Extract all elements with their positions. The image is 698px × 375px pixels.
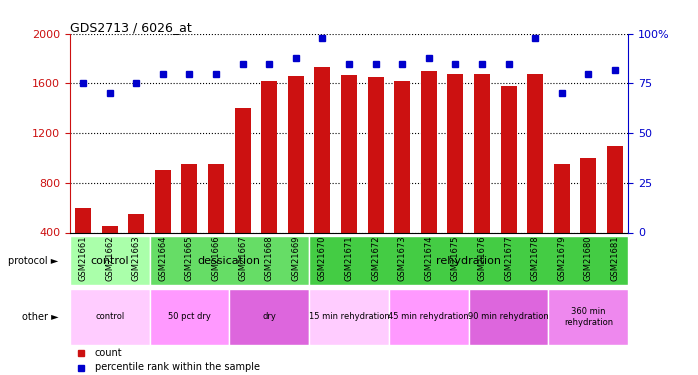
Bar: [549, 289, 628, 345]
Bar: [149, 289, 230, 345]
Bar: [309, 236, 628, 285]
Text: GSM21663: GSM21663: [132, 236, 141, 281]
Bar: [421, 71, 437, 282]
Bar: [474, 74, 490, 282]
Bar: [389, 289, 468, 345]
Text: GSM21661: GSM21661: [79, 236, 87, 281]
Bar: [394, 81, 410, 282]
Bar: [155, 170, 171, 282]
Bar: [208, 164, 224, 282]
Bar: [70, 289, 149, 345]
Bar: [447, 74, 463, 282]
Text: protocol ►: protocol ►: [8, 256, 59, 266]
Text: GSM21667: GSM21667: [238, 236, 247, 281]
Text: control: control: [90, 256, 129, 266]
Bar: [314, 67, 330, 282]
Text: GSM21674: GSM21674: [424, 236, 433, 281]
Text: count: count: [95, 348, 123, 357]
Text: rehydration: rehydration: [436, 256, 501, 266]
Bar: [527, 74, 543, 282]
Text: GSM21673: GSM21673: [398, 236, 407, 281]
Text: percentile rank within the sample: percentile rank within the sample: [95, 363, 260, 372]
Text: GSM21662: GSM21662: [105, 236, 114, 281]
Bar: [341, 75, 357, 282]
Text: GSM21677: GSM21677: [504, 236, 513, 281]
Text: 50 pct dry: 50 pct dry: [168, 312, 211, 321]
Text: 45 min rehydration: 45 min rehydration: [388, 312, 469, 321]
Bar: [554, 164, 570, 282]
Text: GSM21670: GSM21670: [318, 236, 327, 281]
Bar: [607, 146, 623, 282]
Bar: [75, 208, 91, 282]
Text: dry: dry: [262, 312, 276, 321]
Bar: [70, 236, 149, 285]
Text: GSM21671: GSM21671: [345, 236, 353, 281]
Text: GSM21676: GSM21676: [477, 236, 487, 281]
Bar: [309, 289, 389, 345]
Bar: [261, 81, 277, 282]
Text: GSM21664: GSM21664: [158, 236, 168, 281]
Bar: [368, 77, 384, 282]
Bar: [580, 158, 596, 282]
Text: GSM21668: GSM21668: [265, 236, 274, 281]
Text: GSM21681: GSM21681: [611, 236, 619, 281]
Bar: [149, 236, 309, 285]
Bar: [288, 76, 304, 282]
Text: dessication: dessication: [198, 256, 261, 266]
Text: 15 min rehydration: 15 min rehydration: [309, 312, 389, 321]
Text: GSM21678: GSM21678: [530, 236, 540, 281]
Text: 90 min rehydration: 90 min rehydration: [468, 312, 549, 321]
Bar: [235, 108, 251, 282]
Bar: [128, 214, 144, 282]
Text: GDS2713 / 6026_at: GDS2713 / 6026_at: [70, 21, 191, 34]
Bar: [230, 289, 309, 345]
Bar: [181, 164, 198, 282]
Text: 360 min
rehydration: 360 min rehydration: [564, 307, 613, 327]
Bar: [102, 226, 118, 282]
Text: GSM21666: GSM21666: [211, 236, 221, 281]
Text: GSM21672: GSM21672: [371, 236, 380, 281]
Text: GSM21669: GSM21669: [291, 236, 300, 281]
Text: GSM21679: GSM21679: [557, 236, 566, 281]
Bar: [468, 289, 549, 345]
Text: GSM21680: GSM21680: [584, 236, 593, 281]
Text: GSM21675: GSM21675: [451, 236, 460, 281]
Text: control: control: [95, 312, 124, 321]
Text: GSM21665: GSM21665: [185, 236, 194, 281]
Text: other ►: other ►: [22, 312, 59, 322]
Bar: [500, 86, 517, 282]
